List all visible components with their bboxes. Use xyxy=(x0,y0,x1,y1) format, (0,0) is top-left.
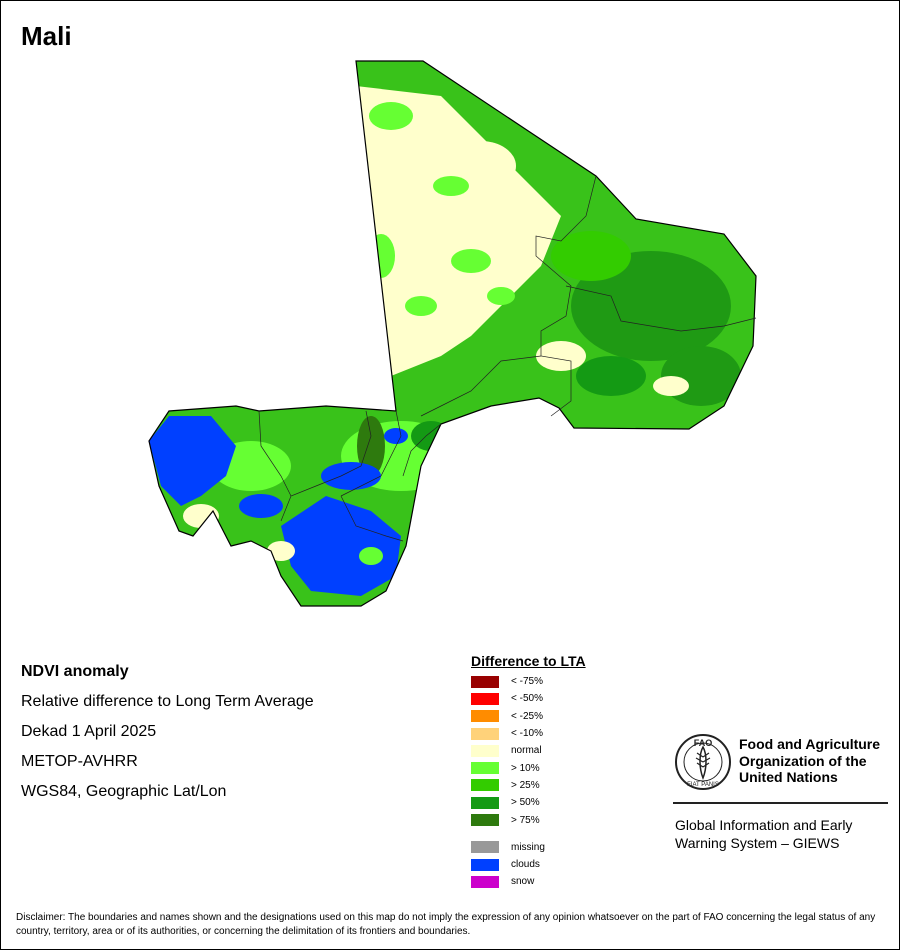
legend-swatch xyxy=(471,710,499,723)
legend-item: normal xyxy=(471,742,586,759)
map-info: NDVI anomaly Relative difference to Long… xyxy=(21,657,314,807)
logo-divider xyxy=(673,802,888,804)
legend-swatch xyxy=(471,727,499,740)
disclaimer: Disclaimer: The boundaries and names sho… xyxy=(16,912,876,937)
product-description: Relative difference to Long Term Average xyxy=(21,693,314,710)
legend-item: < -75% xyxy=(471,673,586,690)
legend-title: Difference to LTA xyxy=(471,653,586,669)
fao-logo-motto: FIAT PANIS xyxy=(687,782,719,788)
projection-label: WGS84, Geographic Lat/Lon xyxy=(21,783,227,800)
legend-swatch xyxy=(471,841,499,854)
legend-label: < -25% xyxy=(511,710,543,722)
legend: Difference to LTA < -75% < -50% < -25% <… xyxy=(471,653,586,891)
ndvi-anomaly-map xyxy=(148,60,757,607)
legend-item: > 10% xyxy=(471,759,586,776)
legend-other: missing clouds snow xyxy=(471,839,586,891)
legend-swatch xyxy=(471,858,499,871)
legend-item: clouds xyxy=(471,856,586,873)
legend-label: normal xyxy=(511,745,542,757)
legend-label: snow xyxy=(511,876,535,888)
legend-swatch xyxy=(471,796,499,809)
legend-swatch xyxy=(471,875,499,888)
legend-item: > 25% xyxy=(471,777,586,794)
legend-label: < -50% xyxy=(511,693,543,705)
giews-name: Global Information and Early Warning Sys… xyxy=(675,817,853,851)
region-boundaries xyxy=(258,175,757,542)
legend-swatch xyxy=(471,814,499,827)
legend-label: > 25% xyxy=(511,779,540,791)
fao-logo-icon: FAO FIAT PANIS xyxy=(675,734,731,790)
sensor-label: METOP-AVHRR xyxy=(21,753,138,770)
legend-label: > 50% xyxy=(511,797,540,809)
legend-item: > 75% xyxy=(471,811,586,828)
legend-swatch xyxy=(471,692,499,705)
legend-classes: < -75% < -50% < -25% < -10% normal > 10%… xyxy=(471,673,586,829)
legend-label: > 10% xyxy=(511,762,540,774)
fao-logo-text: FAO xyxy=(694,738,713,748)
legend-label: missing xyxy=(511,841,545,853)
fao-branding: FAO FIAT PANIS Food and Agriculture Orga… xyxy=(673,732,893,851)
legend-item: < -50% xyxy=(471,690,586,707)
legend-item: < -25% xyxy=(471,708,586,725)
product-name: NDVI anomaly xyxy=(21,663,129,680)
legend-swatch xyxy=(471,779,499,792)
legend-item: snow xyxy=(471,873,586,890)
legend-label: clouds xyxy=(511,859,540,871)
legend-label: < -75% xyxy=(511,676,543,688)
legend-item: missing xyxy=(471,839,586,856)
legend-swatch xyxy=(471,744,499,757)
legend-swatch xyxy=(471,675,499,688)
legend-item: < -10% xyxy=(471,725,586,742)
legend-swatch xyxy=(471,762,499,775)
ndvi-raster xyxy=(149,61,756,606)
country-outline xyxy=(148,60,757,607)
map-title: Mali xyxy=(21,21,72,51)
org-name: Food and Agriculture Organization of the… xyxy=(739,736,881,785)
legend-label: > 75% xyxy=(511,814,540,826)
legend-label: < -10% xyxy=(511,728,543,740)
legend-item: > 50% xyxy=(471,794,586,811)
period-label: Dekad 1 April 2025 xyxy=(21,723,157,740)
